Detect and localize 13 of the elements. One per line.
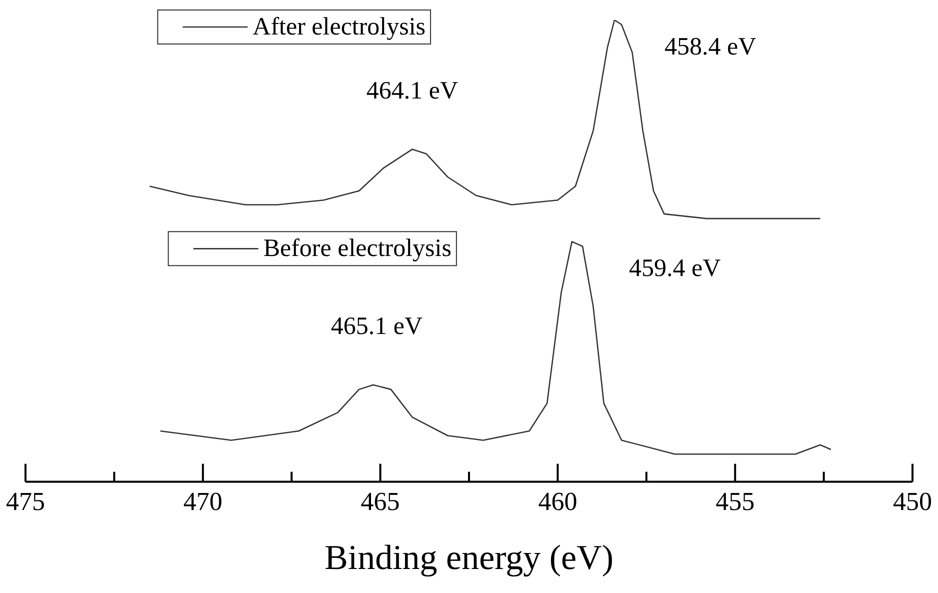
annotation: 464.1 eV — [366, 77, 458, 104]
x-tick-label: 455 — [716, 487, 755, 516]
x-tick-label: 470 — [183, 487, 222, 516]
annotation: 465.1 eV — [330, 312, 423, 340]
x-tick-label: 475 — [6, 487, 45, 516]
legend-label: Before electrolysis — [263, 235, 452, 262]
annotation: 459.4 eV — [628, 255, 721, 282]
annotation: 458.4 eV — [664, 34, 756, 61]
x-tick-label: 450 — [893, 487, 932, 516]
x-tick-label: 465 — [360, 487, 400, 516]
x-axis-title: Binding energy (eV) — [324, 538, 614, 578]
legend-label: After electrolysis — [252, 14, 426, 41]
x-tick-label: 460 — [538, 487, 578, 516]
